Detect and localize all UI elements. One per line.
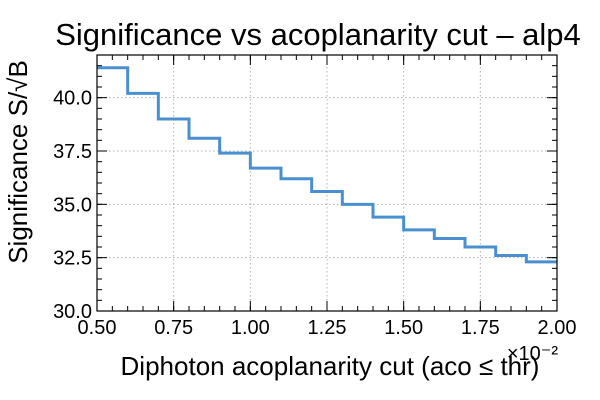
chart-title: Significance vs acoplanarity cut – alp4: [55, 17, 581, 52]
y-tick-label: 37.5: [53, 141, 92, 163]
series-step-line: [97, 66, 557, 264]
y-tick-label: 40.0: [53, 88, 92, 110]
x-tick-label: 1.00: [231, 317, 270, 339]
x-tick-label: 1.25: [308, 317, 347, 339]
series-layer: [97, 66, 557, 264]
x-axis-offset-label: ×10⁻²: [507, 343, 558, 365]
y-tick-label: 32.5: [53, 248, 92, 270]
x-axis-label: Diphoton acoplanarity cut (aco ≤ thr): [121, 351, 540, 381]
x-tick-label: 1.50: [384, 317, 423, 339]
x-tick-label: 0.75: [154, 317, 193, 339]
y-tick-label: 35.0: [53, 194, 92, 216]
ticks: 0.50 0.75 1.00 1.25 1.50 1.75 2.00 30.0 32.5 35.0…: [53, 54, 577, 339]
x-tick-label: 2.00: [538, 317, 577, 339]
x-tick-label: 0.50: [78, 317, 117, 339]
grid: [96, 55, 558, 312]
y-axis-label: Significance S/√B: [3, 60, 33, 264]
x-tick-label: 1.75: [461, 317, 500, 339]
y-tick-label: 30.0: [53, 301, 92, 323]
